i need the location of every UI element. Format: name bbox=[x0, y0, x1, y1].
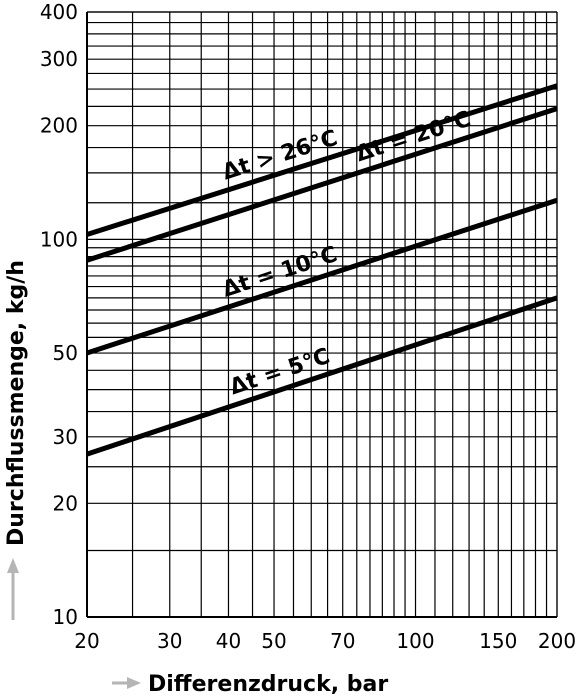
x-tick-label: 20 bbox=[74, 629, 99, 653]
y-axis-title: Durchflussmenge, kg/h bbox=[4, 260, 29, 546]
y-tick-label: 200 bbox=[40, 114, 78, 138]
series-line bbox=[86, 197, 558, 356]
series-label: Δt = 10°C bbox=[220, 242, 341, 303]
x-tick-labels: 20 30 40 50 70 100 150 200 bbox=[74, 629, 576, 653]
x-axis-arrow bbox=[112, 677, 141, 689]
series-line bbox=[86, 83, 558, 237]
x-axis-title: Differenzdruck, bar bbox=[148, 672, 388, 697]
grid bbox=[86, 11, 558, 618]
x-tick-label: 40 bbox=[216, 629, 241, 653]
x-tick-label: 150 bbox=[479, 629, 517, 653]
series-label: Δt > 26°C bbox=[220, 126, 341, 186]
y-tick-label: 100 bbox=[40, 227, 78, 251]
plot-frame bbox=[86, 11, 558, 618]
y-tick-label: 10 bbox=[53, 605, 78, 629]
y-tick-label: 50 bbox=[53, 341, 78, 365]
series-lines bbox=[86, 83, 558, 457]
y-tick-labels: 10 20 30 50 100 200 300 400 bbox=[40, 0, 78, 629]
x-tick-label: 50 bbox=[261, 629, 286, 653]
x-tick-label: 200 bbox=[538, 629, 576, 653]
y-tick-label: 400 bbox=[40, 0, 78, 24]
y-axis-arrow bbox=[7, 558, 19, 620]
y-tick-label: 30 bbox=[53, 425, 78, 449]
y-tick-label: 20 bbox=[53, 491, 78, 515]
series-label: Δt = 20°C bbox=[353, 107, 474, 167]
x-tick-label: 100 bbox=[396, 629, 434, 653]
x-tick-label: 30 bbox=[157, 629, 182, 653]
y-tick-label: 300 bbox=[40, 47, 78, 71]
series-line bbox=[86, 295, 558, 457]
series-line bbox=[86, 106, 558, 263]
x-tick-label: 70 bbox=[330, 629, 355, 653]
